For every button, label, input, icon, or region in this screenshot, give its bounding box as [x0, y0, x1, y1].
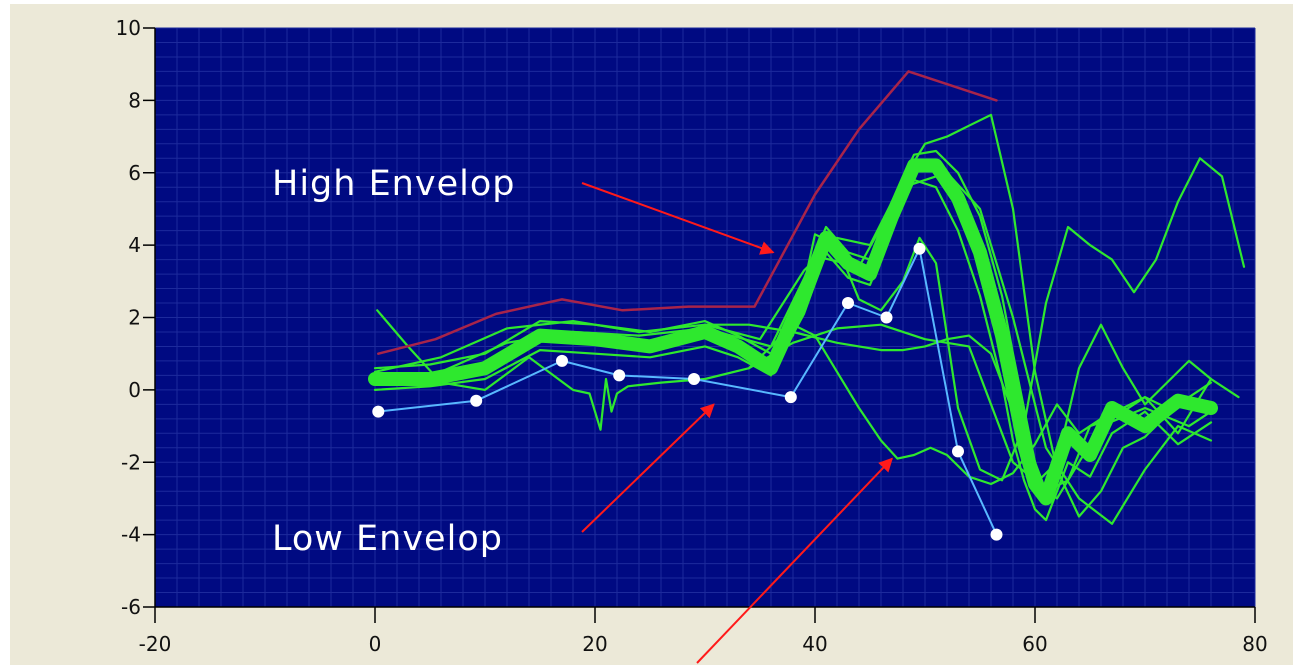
measured-curve-line — [373, 149, 1213, 493]
low-envelope-label: Low Envelop — [272, 519, 503, 559]
y-tick-label: 6 — [128, 161, 141, 185]
y-tick-label: -6 — [121, 595, 141, 619]
low-envelope-point — [613, 369, 626, 382]
window-frame-left — [0, 0, 10, 665]
low-envelope-point — [688, 373, 700, 386]
low-envelope-point — [372, 405, 385, 418]
y-tick-label: 2 — [128, 306, 141, 330]
x-tick-label: 0 — [369, 632, 382, 656]
y-tick-label: 10 — [116, 16, 141, 40]
curve-arrow — [696, 457, 893, 664]
low-envelope-arrow — [581, 403, 715, 533]
y-tick-label: 4 — [128, 233, 141, 257]
annotations: High Envelop Low Envelop — [272, 164, 893, 664]
series-group — [368, 70, 1246, 541]
x-axis-ticks: -20 0 20 40 60 80 — [139, 607, 1268, 656]
low-envelope-point — [842, 297, 854, 310]
high-envelope-arrow — [581, 182, 775, 255]
y-tick-label: 0 — [128, 378, 141, 402]
x-tick-label: 80 — [1242, 632, 1267, 656]
x-tick-label: 20 — [582, 632, 607, 656]
x-tick-label: 60 — [1022, 632, 1047, 656]
x-tick-label: 40 — [802, 632, 827, 656]
low-envelope-point — [784, 391, 797, 404]
low-envelope-point — [990, 528, 1003, 541]
x-tick-label: -20 — [139, 632, 172, 656]
y-tick-label: 8 — [128, 88, 141, 112]
high-envelope-line — [377, 70, 998, 355]
measured-curve-main-line — [368, 158, 1218, 506]
low-envelope-point — [470, 394, 483, 407]
low-envelope-point — [913, 242, 926, 255]
y-tick-label: -4 — [121, 523, 141, 547]
measured-curve-line — [791, 157, 1246, 482]
measured-curve-line — [373, 113, 1213, 518]
low-envelope-point — [556, 354, 568, 367]
y-tick-label: -2 — [121, 450, 141, 474]
window-frame-right — [1293, 0, 1299, 665]
y-axis-ticks: -6 -4 -2 0 2 4 6 8 10 — [116, 16, 155, 619]
low-envelope-point — [880, 311, 893, 324]
window-frame-top — [0, 0, 1299, 4]
high-envelope-label: High Envelop — [272, 164, 515, 204]
low-envelope-point — [952, 445, 964, 458]
